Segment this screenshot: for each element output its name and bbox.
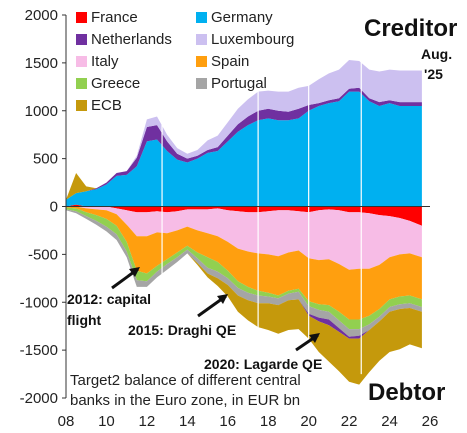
y-tick-label: -1500 bbox=[20, 342, 58, 359]
legend-label-netherlands: Netherlands bbox=[91, 31, 172, 48]
spain-debtor-area bbox=[66, 206, 422, 320]
draghi-arrowhead bbox=[217, 294, 228, 304]
white-separator-lines bbox=[161, 43, 362, 375]
lagarde-annotation: 2020: Lagarde QE bbox=[204, 356, 322, 372]
legend-swatch-ecb bbox=[76, 100, 87, 111]
y-tick-labels: 2000 1500 1000 500 0 -500 -1000 -1500 -2000 bbox=[20, 7, 66, 407]
legend-swatch-greece bbox=[76, 78, 87, 89]
greece-debtor-area bbox=[66, 207, 422, 330]
x-tick-label: 22 bbox=[341, 413, 358, 428]
italy-debtor-area bbox=[66, 206, 422, 270]
legend-label-france: France bbox=[91, 9, 138, 26]
creditor-label: Creditor bbox=[364, 15, 457, 42]
aug-label-line2: '25 bbox=[424, 66, 443, 82]
legend-label-italy: Italy bbox=[91, 53, 119, 70]
legend-label-germany: Germany bbox=[211, 9, 273, 26]
x-tick-labels: 08 10 12 14 16 18 20 22 24 26 bbox=[58, 413, 439, 430]
legend-label-greece: Greece bbox=[91, 75, 140, 92]
y-tick-label: 0 bbox=[50, 199, 58, 216]
lagarde-arrowhead bbox=[309, 333, 320, 343]
x-tick-label: 08 bbox=[58, 413, 75, 428]
stacked-areas bbox=[66, 60, 422, 385]
luxembourg-creditor-area bbox=[66, 60, 422, 200]
capital-flight-annotation-line1: 2012: capital bbox=[67, 291, 151, 307]
x-tick-label: 10 bbox=[98, 413, 115, 428]
debtor-label: Debtor bbox=[368, 379, 445, 406]
y-tick-label: -1000 bbox=[20, 294, 58, 311]
y-tick-label: 2000 bbox=[25, 7, 58, 24]
legend-label-spain: Spain bbox=[211, 53, 249, 70]
legend-label-portugal: Portugal bbox=[211, 75, 267, 92]
ecb-debtor-area bbox=[66, 210, 422, 385]
legend-swatch-netherlands bbox=[76, 34, 87, 45]
x-tick-label: 14 bbox=[179, 413, 196, 428]
legend: France Germany Netherlands Luxembourg Italy S… bbox=[76, 9, 294, 114]
france-debtor-area bbox=[66, 206, 422, 226]
chart-note-line1: Target2 balance of different central bbox=[70, 372, 301, 389]
legend-swatch-portugal bbox=[196, 78, 207, 89]
capital-flight-annotation-line2: flight bbox=[67, 312, 102, 328]
annotation-arrows bbox=[111, 267, 320, 352]
x-tick-label: 24 bbox=[381, 413, 398, 428]
y-tick-label: 500 bbox=[33, 151, 58, 168]
x-tick-label: 26 bbox=[422, 413, 439, 428]
y-tick-label: -500 bbox=[28, 246, 58, 263]
x-tick-label: 16 bbox=[219, 413, 236, 428]
y-tick-label: -2000 bbox=[20, 390, 58, 407]
legend-swatch-italy bbox=[76, 56, 87, 67]
legend-label-ecb: ECB bbox=[91, 97, 122, 114]
y-tick-label: 1000 bbox=[25, 103, 58, 120]
legend-swatch-germany bbox=[196, 12, 207, 23]
y-tick-label: 1500 bbox=[25, 55, 58, 72]
draghi-annotation: 2015: Draghi QE bbox=[128, 322, 236, 338]
germany-creditor-area bbox=[66, 91, 422, 207]
legend-swatch-france bbox=[76, 12, 87, 23]
legend-swatch-luxembourg bbox=[196, 34, 207, 45]
x-tick-label: 20 bbox=[300, 413, 317, 428]
legend-swatch-spain bbox=[196, 56, 207, 67]
capital-flight-arrowhead bbox=[129, 267, 140, 277]
x-tick-label: 18 bbox=[260, 413, 277, 428]
legend-label-luxembourg: Luxembourg bbox=[211, 31, 294, 48]
aug-label-line1: Aug. bbox=[421, 46, 452, 62]
x-tick-label: 12 bbox=[139, 413, 156, 428]
chart-note-line2: banks in the Euro zone, in EUR bn bbox=[70, 392, 300, 409]
